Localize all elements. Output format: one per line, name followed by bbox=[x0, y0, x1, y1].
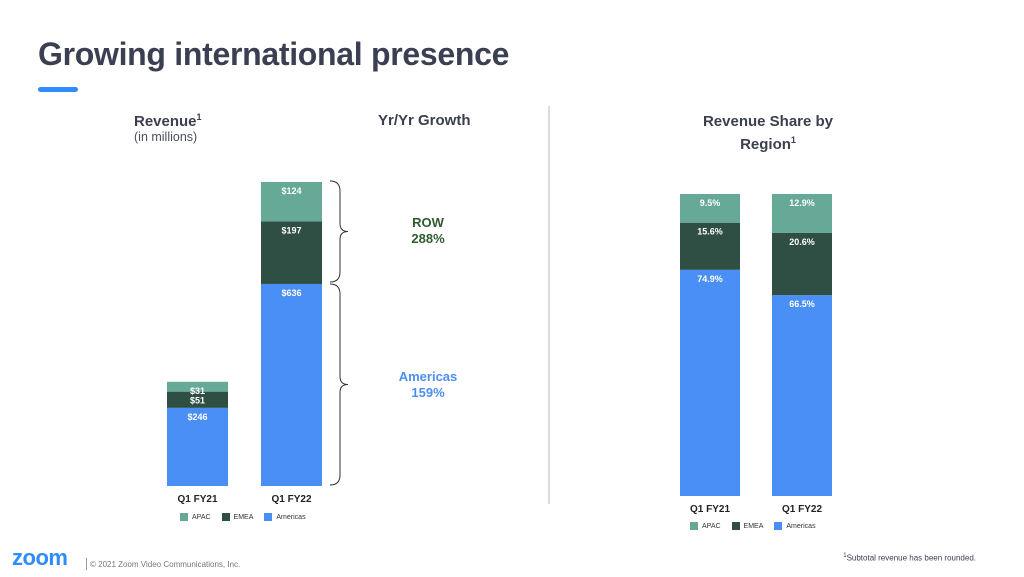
legend-swatch-apac bbox=[690, 522, 698, 530]
page-title: Growing international presence bbox=[38, 36, 510, 72]
footnote-text: Subtotal revenue has been rounded. bbox=[846, 553, 976, 563]
bar-apac-0 bbox=[680, 194, 740, 223]
data-label-americas-0: 74.9% bbox=[697, 274, 723, 284]
bar-apac-1 bbox=[772, 194, 832, 233]
legend-swatch-emea bbox=[221, 513, 230, 521]
growth-header: Yr/Yr Growth bbox=[378, 112, 471, 129]
data-label-apac-1: $124 bbox=[281, 186, 301, 196]
bar-emea-1 bbox=[261, 221, 322, 284]
brace-americas bbox=[329, 283, 349, 486]
title-accent-bar bbox=[38, 87, 78, 92]
legend-label-americas: Americas bbox=[786, 522, 816, 530]
category-label-1: Q1 FY22 bbox=[782, 504, 822, 515]
zoom-logo: zoom bbox=[12, 545, 68, 570]
growth-row-value: 288% bbox=[411, 231, 445, 246]
data-label-emea-0: $51 bbox=[190, 396, 205, 406]
share-header: Revenue Share by Region1 bbox=[668, 112, 868, 154]
data-label-apac-1: 12.9% bbox=[789, 198, 815, 208]
legend-swatch-americas bbox=[264, 513, 273, 521]
brace-row bbox=[329, 180, 349, 283]
bar-emea-1 bbox=[772, 232, 832, 296]
growth-americas-value: 159% bbox=[411, 385, 445, 400]
bar-americas-1 bbox=[772, 295, 832, 496]
revenue-subtitle: (in millions) bbox=[134, 130, 198, 144]
legend-swatch-americas bbox=[774, 522, 783, 530]
data-label-americas-1: 66.5% bbox=[789, 299, 815, 309]
legend-left: APAC EMEA Americas bbox=[180, 513, 312, 521]
legend-right: APAC EMEA Americas bbox=[690, 522, 822, 530]
legend-label-americas: Americas bbox=[276, 513, 306, 521]
share-header-sup: 1 bbox=[790, 135, 796, 145]
legend-swatch-apac bbox=[180, 513, 188, 521]
data-label-apac-0: 9.5% bbox=[700, 198, 721, 208]
panel-divider bbox=[548, 106, 550, 504]
growth-row: ROW 288% bbox=[368, 215, 488, 247]
legend-item-americas: Americas bbox=[264, 513, 306, 521]
legend-label-emea: EMEA bbox=[233, 513, 254, 521]
revenue-header: Revenue1 bbox=[134, 112, 202, 130]
growth-americas-name: Americas bbox=[398, 369, 458, 384]
data-label-americas-0: $246 bbox=[187, 412, 207, 422]
footnote-sup: 1 bbox=[843, 553, 847, 559]
data-label-apac-0: $31 bbox=[190, 386, 205, 396]
category-label-1: Q1 FY22 bbox=[271, 494, 311, 505]
copyright-text: © 2021 Zoom Video Communications, Inc. bbox=[90, 560, 241, 569]
data-label-emea-1: $197 bbox=[281, 225, 301, 235]
data-label-americas-1: $636 bbox=[281, 288, 301, 298]
bar-americas-0 bbox=[167, 407, 228, 486]
data-label-emea-0: 15.6% bbox=[697, 227, 723, 237]
data-label-emea-1: 20.6% bbox=[789, 237, 815, 247]
bar-emea-0 bbox=[680, 222, 740, 270]
growth-row-name: ROW bbox=[412, 215, 444, 230]
revenue-label: Revenue bbox=[134, 113, 197, 130]
legend-label-emea: EMEA bbox=[743, 522, 764, 530]
legend-label-apac: APAC bbox=[702, 522, 721, 530]
growth-americas: Americas 159% bbox=[368, 369, 488, 401]
bar-apac-0 bbox=[167, 381, 228, 392]
legend-item-emea: EMEA bbox=[221, 513, 254, 521]
footer-divider bbox=[86, 558, 87, 570]
legend-item-apac: APAC bbox=[690, 522, 721, 530]
bar-americas-1 bbox=[261, 283, 322, 486]
footnote: 1Subtotal revenue has been rounded. bbox=[843, 553, 976, 563]
legend-swatch-emea bbox=[731, 522, 740, 530]
legend-item-americas: Americas bbox=[774, 522, 816, 530]
legend-label-apac: APAC bbox=[192, 513, 211, 521]
share-header-line1: Revenue Share by bbox=[702, 113, 834, 130]
legend-item-emea: EMEA bbox=[731, 522, 764, 530]
category-label-0: Q1 FY21 bbox=[690, 504, 730, 515]
bar-apac-1 bbox=[261, 182, 322, 222]
bar-americas-0 bbox=[680, 269, 740, 496]
legend-item-apac: APAC bbox=[180, 513, 211, 521]
share-header-line2: Region bbox=[740, 136, 791, 153]
revenue-sup: 1 bbox=[196, 112, 202, 122]
category-label-0: Q1 FY21 bbox=[177, 494, 217, 505]
bar-emea-0 bbox=[167, 391, 228, 408]
